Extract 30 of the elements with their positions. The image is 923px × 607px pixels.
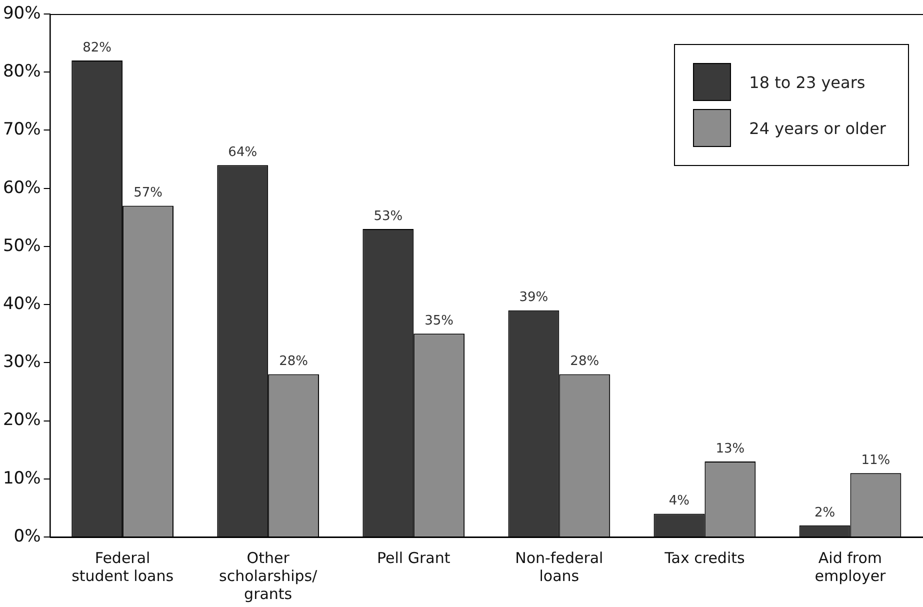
data-label: 64% (228, 144, 258, 160)
data-label: 13% (716, 441, 745, 456)
x-tick-label: Tax credits (664, 548, 745, 567)
data-label: 39% (519, 290, 548, 306)
y-tick-label: 20% (2, 410, 41, 430)
legend-label: 24 years or older (749, 118, 886, 138)
data-label: 28% (570, 354, 600, 370)
data-label: 2% (814, 505, 836, 520)
y-tick-label: 30% (2, 352, 41, 372)
y-tick-label: 80% (2, 62, 41, 82)
legend-label: 18 to 23 years (749, 72, 866, 92)
x-tick-label: Federal student loans (72, 548, 174, 585)
y-tick-label: 0% (14, 526, 41, 546)
data-label: 57% (134, 186, 162, 201)
data-label: 28% (279, 354, 308, 370)
y-tick-label: 90% (2, 3, 41, 24)
y-tick-label: 60% (2, 178, 41, 198)
x-tick-label: Non-federal loans (515, 548, 604, 585)
x-tick-label: Other scholarships/ grants (219, 548, 318, 603)
data-label: 4% (668, 494, 690, 509)
data-label: 82% (82, 40, 112, 56)
x-tick-label: Aid from employer (814, 548, 887, 585)
y-tick-label: 10% (2, 468, 41, 488)
y-tick-label: 50% (2, 236, 41, 256)
y-tick-label: 40% (2, 294, 41, 314)
x-tick-label: Pell Grant (377, 548, 450, 567)
data-label: 35% (424, 313, 454, 328)
data-label: 53% (374, 208, 403, 224)
y-tick-label: 70% (2, 120, 41, 140)
data-label: 11% (861, 452, 890, 468)
